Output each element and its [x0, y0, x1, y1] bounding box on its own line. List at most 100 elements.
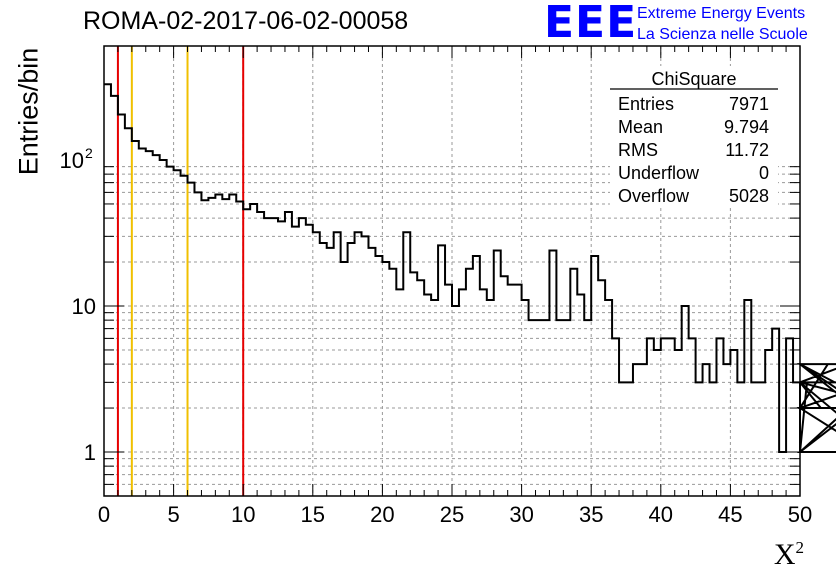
- histogram-bin: [821, 408, 828, 496]
- histogram-bin: [793, 382, 800, 496]
- stats-row-label: RMS: [618, 140, 658, 160]
- histogram-bin: [188, 183, 195, 496]
- histogram-bin: [501, 276, 508, 496]
- histogram-bin: [779, 452, 786, 496]
- histogram-bin: [751, 382, 758, 496]
- histogram-bin: [438, 245, 445, 496]
- histogram-bin: [689, 338, 696, 496]
- histogram-bin: [661, 338, 668, 496]
- histogram-bin: [633, 364, 640, 496]
- histogram-bin: [570, 269, 577, 496]
- stats-row-value: 11.72: [725, 140, 769, 160]
- histogram-bin: [215, 195, 222, 496]
- histogram-bin: [710, 382, 717, 496]
- x-axis-label: X2: [773, 538, 804, 571]
- histogram-bin: [167, 167, 174, 496]
- histogram-bin: [132, 141, 139, 496]
- histogram-bin: [647, 338, 654, 496]
- histogram-bin: [125, 128, 132, 496]
- histogram-bin: [716, 338, 723, 496]
- histogram-bin: [285, 212, 292, 496]
- histogram-bin: [536, 320, 543, 496]
- histogram-bin: [723, 364, 730, 496]
- stats-box: [610, 66, 778, 208]
- histogram-bin: [389, 269, 396, 496]
- histogram-bin: [605, 300, 612, 496]
- histogram-bin: [243, 209, 250, 496]
- histogram-bin: [320, 243, 327, 496]
- histogram-bin: [306, 225, 313, 496]
- histogram-bin: [807, 382, 814, 496]
- histogram-bin: [598, 280, 605, 496]
- histogram-bin: [765, 350, 772, 496]
- histogram-bin: [626, 382, 633, 496]
- histogram-bin: [375, 256, 382, 496]
- x-tick-label: 5: [167, 502, 179, 527]
- histogram-bin: [348, 243, 355, 496]
- histogram-bin: [563, 320, 570, 496]
- histogram-bin: [355, 232, 362, 496]
- stats-row-value: 7971: [729, 94, 769, 114]
- histogram-bin: [334, 232, 341, 496]
- histogram-bin: [515, 285, 522, 496]
- histogram-bin: [236, 201, 243, 496]
- histogram-bin: [452, 306, 459, 496]
- histogram-bin: [577, 294, 584, 496]
- histogram-bin: [264, 218, 271, 496]
- histogram-bin: [487, 300, 494, 496]
- y-tick-label: 10: [72, 294, 96, 319]
- histogram-bin: [146, 151, 153, 496]
- stats-title: ChiSquare: [651, 69, 736, 89]
- histogram-bin: [201, 200, 208, 496]
- x-tick-label: 40: [649, 502, 673, 527]
- histogram-bin: [174, 170, 181, 496]
- histogram-bin: [271, 218, 278, 496]
- histogram-bin: [696, 382, 703, 496]
- histogram-bin: [612, 338, 619, 496]
- histogram-bin: [403, 232, 410, 496]
- histogram-bin: [362, 236, 369, 496]
- stats-row-label: Overflow: [618, 186, 690, 206]
- histogram-bin: [257, 212, 264, 496]
- x-tick-label: 50: [788, 502, 812, 527]
- histogram-bin: [445, 285, 452, 496]
- histogram-bin: [181, 176, 188, 496]
- histogram-bin: [744, 300, 751, 496]
- histogram-bin: [828, 364, 835, 496]
- histogram-bin: [118, 114, 125, 496]
- histogram-bin: [522, 300, 529, 496]
- histogram-bin: [431, 300, 438, 496]
- x-tick-label: 35: [579, 502, 603, 527]
- histogram-bin: [529, 320, 536, 496]
- x-tick-label: 25: [440, 502, 464, 527]
- histogram-bin: [368, 248, 375, 496]
- histogram-bin: [758, 382, 765, 496]
- histogram-bin: [542, 320, 549, 496]
- histogram-bin: [250, 204, 257, 496]
- histogram-bin: [640, 364, 647, 496]
- stats-row-value: 0: [759, 163, 769, 183]
- logo-subtitle-1: Extreme Energy Events: [637, 5, 806, 22]
- histogram-bin: [494, 250, 501, 496]
- histogram-bin: [737, 382, 744, 496]
- histogram-bin: [473, 256, 480, 496]
- histogram-bin: [703, 364, 710, 496]
- histogram-bin: [292, 227, 299, 496]
- y-tick-label-exponent: 2: [85, 145, 93, 161]
- histogram-bin: [104, 84, 111, 496]
- stats-row-value: 9.794: [724, 117, 769, 137]
- histogram-bin: [814, 382, 821, 496]
- histogram-bin: [800, 452, 807, 496]
- histogram-bin: [619, 382, 626, 496]
- histogram-bin: [208, 198, 215, 496]
- histogram-bin: [278, 221, 285, 496]
- histogram-bin: [194, 192, 201, 496]
- y-tick-label: 1: [84, 440, 96, 465]
- histogram-bin: [786, 338, 793, 496]
- histogram-bin: [549, 250, 556, 496]
- histogram-bin: [556, 320, 563, 496]
- histogram-bin: [459, 289, 466, 496]
- histogram-bin: [111, 96, 118, 496]
- histogram-bin: [654, 350, 661, 496]
